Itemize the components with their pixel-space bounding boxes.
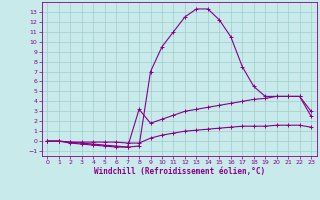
X-axis label: Windchill (Refroidissement éolien,°C): Windchill (Refroidissement éolien,°C): [94, 167, 265, 176]
